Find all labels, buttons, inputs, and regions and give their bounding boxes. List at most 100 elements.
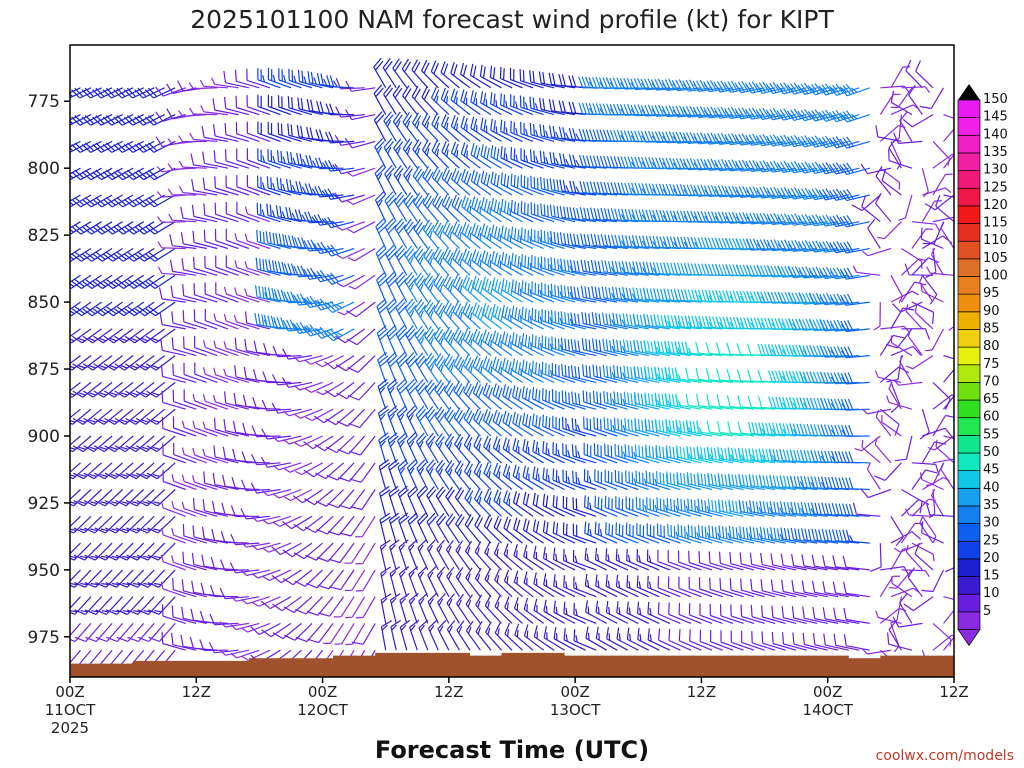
wind-barb — [398, 512, 410, 544]
wind-barb — [667, 523, 692, 544]
wind-barb — [911, 228, 934, 249]
wind-barb — [338, 462, 366, 482]
wind-barb — [234, 69, 260, 89]
wind-barb — [336, 274, 365, 288]
wind-barb — [157, 266, 186, 276]
wind-barb — [212, 98, 239, 116]
wind-barb — [262, 569, 292, 581]
wind-barb — [905, 544, 923, 571]
wind-barb — [695, 367, 723, 383]
wind-barb — [392, 111, 408, 142]
wind-barb — [70, 435, 81, 446]
wind-barb — [541, 361, 565, 383]
wind-barb — [178, 160, 207, 169]
wind-barb — [861, 408, 892, 415]
wind-barb — [189, 636, 218, 651]
wind-barb — [396, 378, 409, 410]
wind-barb — [265, 231, 292, 250]
wind-barb — [414, 325, 429, 356]
wind-barb — [520, 174, 544, 196]
wind-barb — [665, 419, 692, 437]
wind-barb — [229, 562, 260, 574]
wind-barb — [730, 604, 755, 624]
wind-barb — [512, 491, 534, 517]
wind-barb — [894, 435, 913, 462]
wind-barb — [434, 406, 450, 437]
wind-barb — [334, 192, 365, 203]
wind-barb — [503, 490, 523, 517]
wind-barb — [626, 575, 650, 598]
wind-barb — [749, 552, 776, 571]
wind-barb — [768, 448, 797, 464]
wind-barb — [651, 131, 681, 144]
wind-barb — [662, 157, 691, 170]
wind-barb — [833, 633, 860, 651]
wind-barb — [513, 570, 534, 598]
wind-barb — [551, 310, 576, 330]
wind-barb — [461, 195, 481, 223]
wind-barb — [181, 579, 207, 598]
wind-barb — [654, 366, 681, 383]
wind-barb — [666, 471, 692, 491]
wind-barb — [749, 500, 776, 517]
wind-barb — [514, 623, 534, 651]
wind-barb — [693, 158, 723, 171]
wind-barb — [520, 201, 544, 223]
y-tick-label: 850 — [28, 293, 60, 313]
wind-barb — [424, 379, 439, 410]
wind-barb — [456, 620, 471, 651]
wind-barb — [136, 489, 166, 507]
wind-barb — [703, 185, 734, 197]
wind-barb — [284, 234, 313, 250]
wind-barb — [147, 542, 176, 561]
wind-barb — [512, 385, 534, 410]
wind-barb — [123, 114, 155, 126]
wind-barb — [202, 394, 229, 410]
wind-barb — [716, 394, 744, 410]
wind-barb — [407, 512, 419, 544]
wind-barb — [622, 286, 649, 303]
wind-barb — [225, 175, 250, 196]
wind-barb — [182, 551, 207, 571]
wind-barb — [145, 355, 176, 371]
wind-barb — [441, 140, 460, 169]
wind-barb — [388, 459, 400, 490]
wind-barb — [350, 489, 376, 511]
wind-barb — [550, 257, 576, 276]
wind-barb — [584, 574, 607, 598]
wind-barb — [760, 579, 786, 598]
wind-barb — [560, 311, 586, 330]
wind-barb — [943, 355, 954, 360]
wind-barb — [714, 159, 744, 172]
wind-barb — [225, 255, 250, 276]
wind-barb — [70, 248, 71, 250]
wind-barb — [693, 184, 723, 197]
wind-barb — [501, 278, 523, 303]
wind-barb — [158, 287, 186, 303]
wind-barb — [687, 498, 713, 517]
wind-barb — [503, 543, 523, 571]
wind-barb — [426, 539, 439, 571]
wind-barb — [193, 309, 218, 330]
wind-barb — [636, 601, 660, 624]
wind-barb — [482, 329, 502, 357]
wind-barb — [442, 273, 460, 303]
wind-barb — [573, 576, 597, 598]
wind-barb — [283, 462, 313, 473]
wind-barb — [326, 75, 355, 89]
wind-barb — [719, 604, 744, 624]
wind-barb — [412, 139, 429, 169]
wind-barb — [501, 357, 523, 383]
wind-barb — [200, 582, 228, 598]
wind-barb — [494, 569, 513, 598]
wind-barb — [181, 474, 207, 491]
wind-barb — [879, 366, 910, 383]
wind-barb — [406, 405, 418, 437]
wind-barb — [192, 447, 218, 464]
wind-barb — [879, 334, 905, 356]
wind-barb — [257, 121, 281, 142]
wind-barb — [160, 500, 187, 517]
wind-barb — [523, 571, 544, 598]
wind-barb — [124, 221, 155, 235]
wind-barb — [657, 549, 681, 571]
